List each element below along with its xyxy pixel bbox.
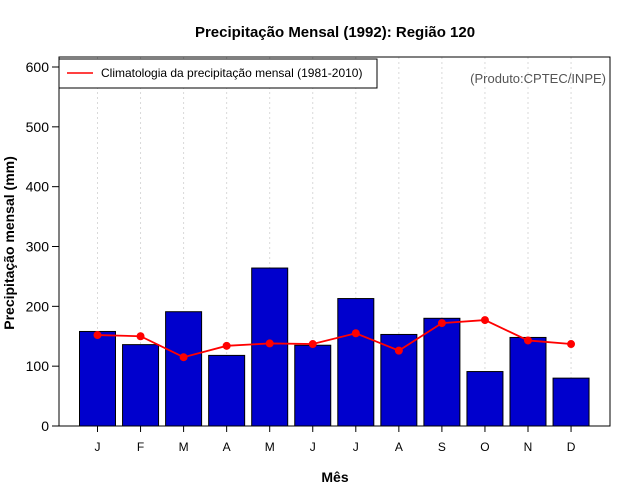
credit-text: (Produto:CPTEC/INPE): [470, 71, 606, 86]
climatology-point-2: [136, 332, 145, 341]
bar-1: [79, 330, 116, 427]
climatology-line-group: [93, 316, 576, 362]
y-tick-label: 300: [26, 239, 50, 255]
x-tick-label: M: [179, 440, 189, 454]
y-tick-label: 500: [26, 119, 50, 135]
legend-box: [58, 58, 378, 89]
grid-lines: [97, 57, 572, 426]
climatology-point-7: [351, 329, 360, 338]
x-tick-label: J: [353, 440, 359, 454]
x-axis-label: Mês: [321, 469, 348, 485]
climatology-point-10: [480, 316, 489, 325]
climatology-point-12: [567, 340, 576, 349]
bar-10: [466, 371, 504, 427]
y-tick-label: 400: [26, 179, 50, 195]
legend: Climatologia da precipitação mensal (198…: [58, 58, 378, 89]
bar-9: [423, 317, 461, 427]
bar-12: [552, 377, 590, 427]
x-tick-label: M: [265, 440, 275, 454]
chart-title: Precipitação Mensal (1992): Região 120: [195, 24, 475, 41]
x-tick-label: A: [223, 440, 231, 454]
y-tick-label: 600: [26, 59, 50, 75]
legend-label: Climatologia da precipitação mensal (198…: [101, 66, 362, 80]
plot-frame: [58, 56, 611, 427]
bars-group: [79, 267, 590, 427]
bar-11: [509, 336, 547, 427]
climatology-point-5: [265, 339, 274, 348]
climatology-point-3: [179, 353, 188, 362]
x-tick-label: J: [95, 440, 101, 454]
y-tick-label: 100: [26, 358, 50, 374]
x-tick-label: N: [524, 440, 533, 454]
x-tick-label: F: [137, 440, 144, 454]
climatology-point-4: [222, 341, 231, 350]
x-tick-label: A: [395, 440, 403, 454]
bar-2: [122, 344, 160, 427]
x-tick-label: O: [480, 440, 489, 454]
axes-group: 0 100 200 300 400 500 600 J F M A M J J A S O N D: [26, 59, 576, 454]
climatology-point-11: [524, 336, 532, 345]
climatology-line: [97, 319, 572, 359]
bar-6: [294, 344, 332, 427]
y-tick-label: 0: [41, 418, 49, 434]
y-axis-label: Precipitação mensal (mm): [1, 156, 17, 330]
bar-7: [337, 298, 375, 427]
climatology-point-8: [394, 346, 403, 355]
climatology-point-1: [93, 331, 102, 340]
x-tick-label: S: [438, 440, 446, 454]
x-tick-label: D: [567, 440, 576, 454]
bar-3: [165, 311, 203, 427]
y-tick-label: 200: [26, 298, 50, 314]
bar-4: [208, 354, 246, 427]
x-tick-label: J: [310, 440, 316, 454]
climatology-point-6: [308, 340, 317, 349]
climatology-point-9: [437, 319, 446, 328]
